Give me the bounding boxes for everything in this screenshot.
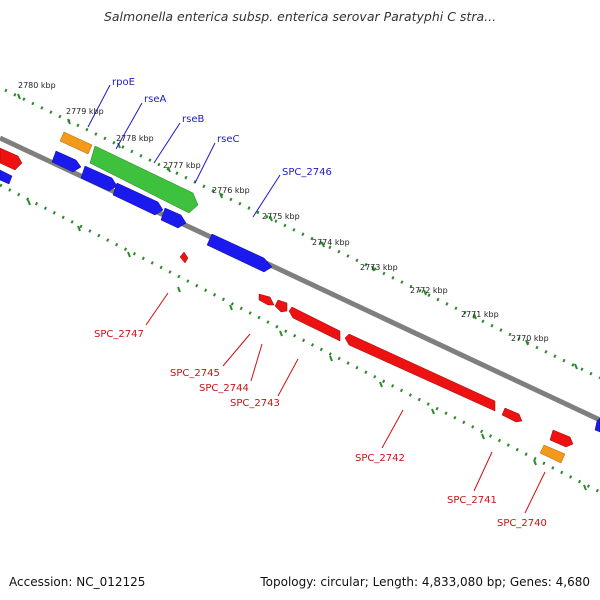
forward-gene-labels: rpoE rseA rseB rseC SPC_2746 [112,77,332,178]
gene-SPC_2742-arrow[interactable] [344,333,496,412]
gene-SPC_2744-arrow[interactable] [274,299,288,313]
gene-label-SPC_2740[interactable]: SPC_2740 [497,518,547,529]
outer-major-ticks [17,93,578,370]
gene-SPC_2747-arrow[interactable] [179,251,189,264]
gene-label-SPC_2741[interactable]: SPC_2741 [447,495,497,506]
reverse-genes [0,147,574,448]
gene-SPC_2746-arrow[interactable] [206,233,273,273]
scale-label: 2780 kbp [18,81,56,90]
gene-label-SPC_2747[interactable]: SPC_2747 [94,329,144,340]
inner-major-ticks [27,199,587,491]
gene-SPC_2740-arrow[interactable] [549,429,574,448]
gene-rseA-arrow[interactable] [51,150,82,173]
accession-text: Accession: NC_012125 [9,575,146,589]
scale-label: 2773 kbp [360,263,398,272]
gene-rseC-arrow[interactable] [112,182,164,216]
gene-label-rseA[interactable]: rseA [144,94,166,105]
scale-label: 2776 kbp [212,186,250,195]
reverse-gene-labels: SPC_2747 SPC_2745 SPC_2744 SPC_2743 SPC_… [94,329,547,529]
gene-label-SPC_2745[interactable]: SPC_2745 [170,368,220,379]
scale-label: 2772 kbp [410,286,448,295]
gene-label-rseC[interactable]: rseC [217,134,239,145]
inner-tick-track [0,183,600,494]
gene-left-red-edge[interactable] [0,147,23,171]
map-title: Salmonella enterica subsp. enterica sero… [103,9,497,24]
gene-label-rseB[interactable]: rseB [182,114,204,125]
gene-label-SPC_2743[interactable]: SPC_2743 [230,398,280,409]
scale-label: 2775 kbp [262,212,300,221]
scale-label: 2770 kbp [511,334,549,343]
scale-label: 2774 kbp [312,238,350,247]
gene-SPC_2743-arrow[interactable] [288,306,341,342]
label-leaders [87,84,546,514]
forward-genes [0,150,600,433]
operon-rpoE-rseC[interactable] [89,145,199,214]
scale-labels: 2780 kbp 2779 kbp 2778 kbp 2777 kbp 2776… [18,81,549,343]
scale-label: 2779 kbp [66,107,104,116]
gene-label-SPC_2744[interactable]: SPC_2744 [199,383,249,394]
gene-label-rpoE[interactable]: rpoE [112,77,135,88]
gene-small-arrow[interactable] [160,207,187,229]
gene-label-SPC_2742[interactable]: SPC_2742 [355,453,405,464]
gene-SPC_2740-rna[interactable] [539,444,566,464]
gene-SPC_2741-arrow[interactable] [501,407,523,423]
gene-left-edge[interactable] [0,169,13,185]
gene-SPC_2745-arrow[interactable] [258,293,275,306]
scale-label: 2771 kbp [461,310,499,319]
genome-summary-text: Topology: circular; Length: 4,833,080 bp… [260,575,590,589]
gene-right-edge[interactable] [594,417,600,433]
gene-label-SPC_2746[interactable]: SPC_2746 [282,167,332,178]
scale-label: 2778 kbp [116,134,154,143]
outer-tick-track [4,88,600,380]
scale-label: 2777 kbp [163,161,201,170]
gene-rseB-arrow[interactable] [80,165,118,192]
gene-rpoE-rna[interactable] [59,131,93,155]
